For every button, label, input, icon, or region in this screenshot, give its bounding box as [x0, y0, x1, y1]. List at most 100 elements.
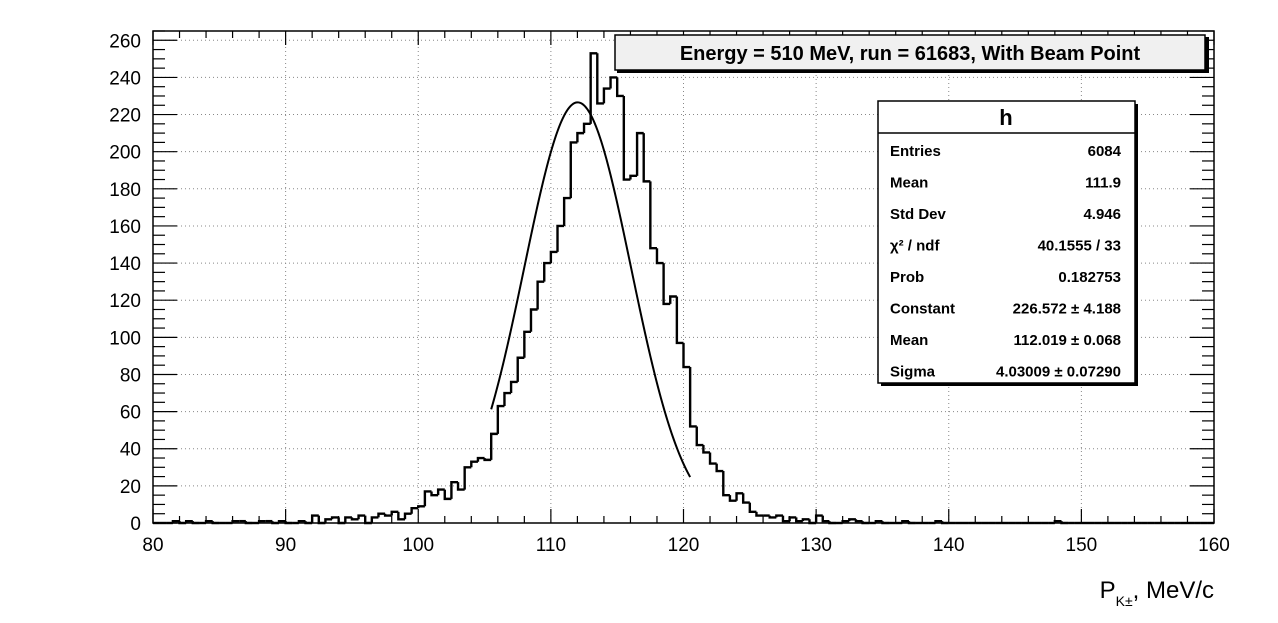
histogram-bin	[410, 506, 419, 514]
stats-box-bg	[877, 100, 1136, 384]
histogram-bin	[556, 224, 565, 252]
histogram-bin	[615, 77, 624, 98]
histogram-bin	[781, 515, 790, 523]
histogram-bin	[622, 95, 631, 181]
x-tick-label: 150	[1066, 535, 1098, 556]
y-tick-label: 120	[109, 291, 141, 312]
title-box: Energy = 510 MeV, run = 61683, With Beam…	[614, 34, 1209, 73]
histogram-bin	[370, 516, 379, 523]
stats-row-label: Mean	[890, 175, 928, 192]
stats-row-label: Std Dev	[890, 206, 947, 223]
fit-curve	[490, 101, 692, 478]
histogram-bin	[602, 87, 611, 104]
x-tick-label: 90	[275, 535, 296, 556]
histogram-bin	[430, 491, 439, 497]
histogram-bin	[821, 515, 830, 523]
histogram-bin	[688, 367, 697, 428]
x-tick-label: 80	[142, 535, 163, 556]
histogram-bin	[509, 380, 518, 394]
histogram-bin	[768, 515, 777, 519]
histogram-bin	[483, 458, 492, 462]
x-axis-label: PK±, MeV/c	[1100, 577, 1214, 609]
histogram-bin	[675, 296, 684, 345]
histogram-bin	[795, 517, 803, 523]
stats-row-label: χ² / ndf	[890, 238, 940, 255]
y-tick-label: 100	[109, 328, 141, 349]
x-tick-label: 130	[800, 535, 832, 556]
histogram-bin	[324, 518, 333, 523]
stats-box: h Entries 6084 Mean 111.9 Std Dev 4.946 χ² / n…	[877, 100, 1138, 386]
histogram-bin	[456, 482, 465, 491]
y-tick-label: 160	[109, 217, 141, 238]
stats-row-value: 112.019 ± 0.068	[1014, 332, 1122, 349]
histogram-bin	[775, 514, 783, 518]
histogram-bin	[470, 460, 478, 468]
histogram-bin	[463, 466, 472, 490]
histogram-bin	[655, 248, 664, 265]
histogram-bin	[383, 513, 392, 517]
histogram-bin	[635, 131, 644, 176]
histogram-bin	[649, 181, 657, 250]
histogram-bin	[489, 432, 498, 460]
histogram-bin	[436, 488, 445, 496]
histogram-bin	[516, 356, 525, 382]
histogram-bin	[576, 131, 585, 143]
x-tick-labels: 80 90 100 110 120 130 140 150 160	[142, 535, 1229, 556]
title-box-bg	[614, 34, 1206, 71]
histogram-bin	[748, 502, 757, 514]
histogram-bin	[523, 330, 531, 358]
histogram-bin	[529, 308, 538, 332]
y-tick-label: 0	[130, 514, 141, 535]
stats-row-value: 4.03009 ± 0.07290	[996, 364, 1121, 381]
y-tick-label: 220	[109, 106, 141, 127]
histogram-bin	[642, 133, 651, 183]
histogram-bin	[848, 518, 856, 522]
y-tick-label: 180	[109, 180, 141, 201]
x-tick-label: 100	[402, 535, 434, 556]
histogram-bin	[357, 514, 366, 520]
stats-row-label: Entries	[890, 143, 941, 160]
histogram-bin	[543, 261, 551, 282]
y-tick-label: 200	[109, 143, 141, 164]
histogram-bin	[569, 141, 578, 199]
y-tick-label: 20	[120, 477, 141, 498]
histogram-bin	[715, 463, 724, 473]
histogram-bin	[443, 489, 452, 501]
stats-box-title: h	[999, 105, 1012, 130]
histogram-bin	[708, 452, 717, 465]
histogram-bin	[536, 280, 545, 310]
histogram-bin	[423, 490, 432, 507]
x-tick-label: 160	[1198, 535, 1230, 556]
histogram-bin	[596, 53, 604, 105]
histogram-bin	[722, 471, 730, 497]
histogram-bin	[377, 512, 386, 518]
histogram-bin	[417, 505, 425, 509]
histogram-bin	[476, 456, 485, 462]
histogram-bin	[669, 295, 677, 304]
histogram-bin	[496, 404, 505, 434]
histogram-bin	[562, 196, 571, 226]
stats-rows: Entries 6084 Mean 111.9 Std Dev 4.946 χ² / ndf…	[890, 143, 1122, 381]
y-tick-label: 260	[109, 31, 141, 52]
stats-row-label: Prob	[890, 269, 924, 286]
histogram-bin	[589, 52, 598, 124]
y-tick-label: 80	[120, 365, 141, 386]
histogram-bin	[702, 445, 711, 454]
histogram-bin	[549, 250, 558, 264]
histogram-bin	[582, 122, 591, 134]
histogram-bin	[403, 512, 412, 520]
histogram-bin	[629, 174, 638, 180]
histogram-bin	[695, 426, 704, 447]
y-tick-label: 240	[109, 68, 141, 89]
x-tick-label: 140	[933, 535, 965, 556]
y-tick-labels: 0 20 40 60 80 100 120 140 160 180 200 220 240 260	[109, 31, 141, 535]
stats-row-value: 4.946	[1083, 206, 1121, 223]
histogram-bin	[503, 391, 512, 407]
y-tick-label: 60	[120, 403, 141, 424]
histogram-bin	[450, 480, 459, 499]
x-tick-label: 120	[668, 535, 700, 556]
stats-row-label: Mean	[890, 332, 928, 349]
histogram-bin	[344, 516, 352, 523]
histogram-bin	[397, 511, 405, 521]
